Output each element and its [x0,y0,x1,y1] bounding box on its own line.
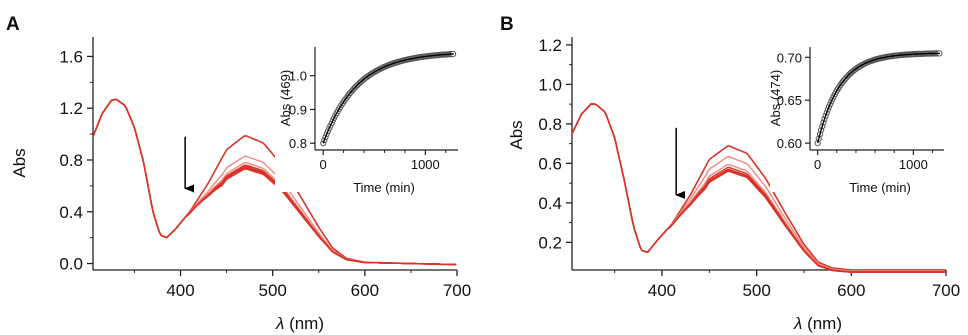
panel-a-inset-y-tick-label: 0.9 [289,102,307,117]
panel-a-y-tick-label: 0.0 [59,255,83,274]
panel-b-inset-fit-line [817,52,940,144]
panel-b-inset-y-tick-label: 0.60 [777,136,802,151]
panel-b-inset-y-tick-label: 0.65 [777,93,802,108]
panel-a-x-tick-label: 600 [351,281,379,300]
panel-b-x-axis-label: λ (nm) [793,314,842,333]
panel-a-y-tick-label: 1.6 [59,47,83,66]
panel-a-x-axis-label: λ (nm) [275,314,324,333]
panel-b-y-tick-label: 0.6 [538,154,562,173]
panel-b-x-axis-symbol: λ [793,314,802,333]
panel-b-inset-y-axis-label: Abs (474) [768,70,783,126]
panel-a-inset-x-tick-label: 1000 [411,157,440,172]
panel-b-y-tick-label: 0.2 [538,233,562,252]
panel-b-y-tick-label: 0.8 [538,115,562,134]
panel-a-y-tick-label: 0.8 [59,151,83,170]
panel-a: A 0.0 0.4 0.8 1.2 1.6 400 500 600 700 Abs λ (nm)… [6,14,471,333]
panel-a-y-tick-label: 0.4 [59,203,83,222]
panel-b-y-axis-label: Abs [507,120,526,149]
panel-b-inset-x-tick-label: 0 [814,157,821,172]
panel-b-y-tick-label: 1.2 [538,36,562,55]
panel-a-inset-x-axis-label: Time (min) [353,180,415,195]
panel-a-inset-y-axis-label: Abs (469) [278,70,293,126]
panel-b-y-tick-label: 0.4 [538,194,562,213]
panel-b-x-tick-label: 700 [932,281,960,300]
panel-a-y-axis-label: Abs [10,148,29,177]
panel-a-inset: 0.8 0.9 1.0 0 1000 [275,39,468,192]
panel-b-inset-y-tick-label: 0.70 [777,50,802,65]
panel-a-inset-y-tick-label: 0.8 [289,136,307,151]
panel-b-y-tick-label: 1.0 [538,75,562,94]
panel-a-plot: 0.0 0.4 0.8 1.2 1.6 400 500 600 700 [59,37,471,300]
panel-b: B 0.2 0.4 0.6 0.8 1.0 1.2 400 500 600 700 Abs λ (… [500,14,960,333]
panel-a-x-tick-label: 500 [259,281,287,300]
panel-a-inset-x-tick-label: 0 [320,157,327,172]
panel-b-x-tick-label: 400 [648,281,676,300]
panel-a-inset-fit-line [322,53,454,144]
panel-b-spectrum-line [571,103,946,273]
panel-a-spectrum-line [92,98,457,266]
panel-b-inset-x-tick-label: 1000 [899,157,928,172]
panel-b-x-axis-unit: (nm) [802,314,842,333]
panel-a-label: A [6,14,20,35]
panel-a-x-axis-symbol: λ [275,314,284,333]
panel-a-x-tick-label: 700 [443,281,471,300]
panel-b-plot: 0.2 0.4 0.6 0.8 1.0 1.2 400 500 600 700 [538,36,960,300]
panel-a-x-axis-unit: (nm) [284,314,324,333]
panel-b-x-tick-label: 500 [742,281,770,300]
panel-a-inset-y-tick-label: 1.0 [289,69,307,84]
panel-a-y-tick-label: 1.2 [59,99,83,118]
panel-a-inset-background [275,39,468,192]
panel-b-label: B [500,14,514,35]
panel-a-x-tick-label: 400 [166,281,194,300]
panel-b-x-tick-label: 600 [837,281,865,300]
panel-b-inset: 0.60 0.65 0.70 0 1000 [770,39,954,192]
panel-b-inset-x-axis-label: Time (min) [849,180,911,195]
